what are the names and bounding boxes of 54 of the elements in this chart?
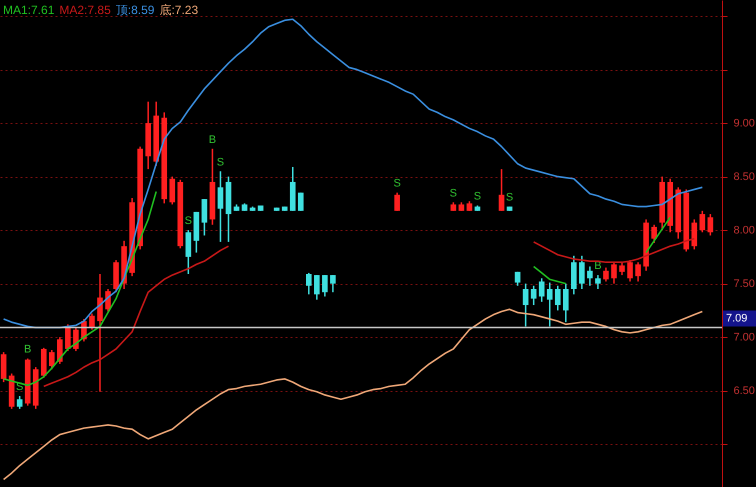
text: S bbox=[216, 156, 224, 168]
candlestick bbox=[562, 282, 569, 323]
y-tick-label: 7.50 bbox=[734, 278, 755, 290]
candlestick bbox=[314, 274, 320, 300]
candlestick bbox=[691, 218, 698, 250]
candlestick bbox=[603, 266, 609, 282]
text: B bbox=[24, 344, 32, 356]
candlestick bbox=[394, 192, 400, 212]
ref-line-label: 7.09 bbox=[726, 312, 748, 325]
candlestick bbox=[700, 210, 706, 234]
candlestick bbox=[97, 273, 103, 392]
candlestick bbox=[708, 213, 714, 236]
y-tick-label: 6.50 bbox=[734, 385, 755, 398]
candlestick bbox=[169, 176, 176, 206]
y-tick-label: 7.00 bbox=[734, 332, 755, 344]
candlestick bbox=[546, 282, 553, 328]
candlestick bbox=[522, 282, 528, 328]
text: MA2:7.85 bbox=[59, 3, 111, 17]
candlestick bbox=[218, 170, 224, 243]
candlestick bbox=[298, 192, 304, 212]
text: S bbox=[184, 215, 192, 228]
text: S bbox=[393, 178, 401, 190]
candlestick bbox=[514, 271, 520, 287]
candlestick bbox=[627, 259, 633, 282]
candlestick bbox=[498, 168, 504, 212]
candlestick bbox=[619, 261, 625, 276]
candlestick bbox=[538, 278, 545, 303]
candlestick bbox=[48, 349, 55, 370]
text: MA1:7.61 bbox=[3, 3, 54, 17]
candlestick bbox=[466, 200, 472, 212]
candlestick bbox=[595, 274, 601, 290]
candlestick bbox=[554, 285, 561, 312]
text: S bbox=[506, 192, 514, 204]
text: 底:7.23 bbox=[159, 3, 198, 17]
text: S bbox=[474, 190, 482, 203]
candlestick bbox=[202, 198, 208, 236]
text: 顶:8.59 bbox=[116, 3, 154, 17]
candlestick bbox=[587, 266, 593, 287]
y-tick-label: 8.00 bbox=[734, 224, 755, 237]
text: S bbox=[450, 187, 458, 200]
candlestick bbox=[635, 261, 641, 282]
y-tick-label: 8.50 bbox=[734, 171, 755, 184]
candlestick bbox=[611, 261, 617, 284]
candlestick bbox=[651, 224, 657, 244]
candlestick bbox=[322, 274, 328, 298]
text: B bbox=[208, 134, 216, 146]
candlestick bbox=[16, 395, 22, 410]
candlestick bbox=[579, 255, 585, 290]
line-series bbox=[2, 308, 704, 480]
candlestick bbox=[330, 274, 336, 293]
candlestick bbox=[530, 285, 536, 306]
y-tick-label: 9.00 bbox=[734, 118, 755, 130]
candlestick bbox=[89, 312, 95, 330]
candlestick bbox=[306, 272, 312, 296]
